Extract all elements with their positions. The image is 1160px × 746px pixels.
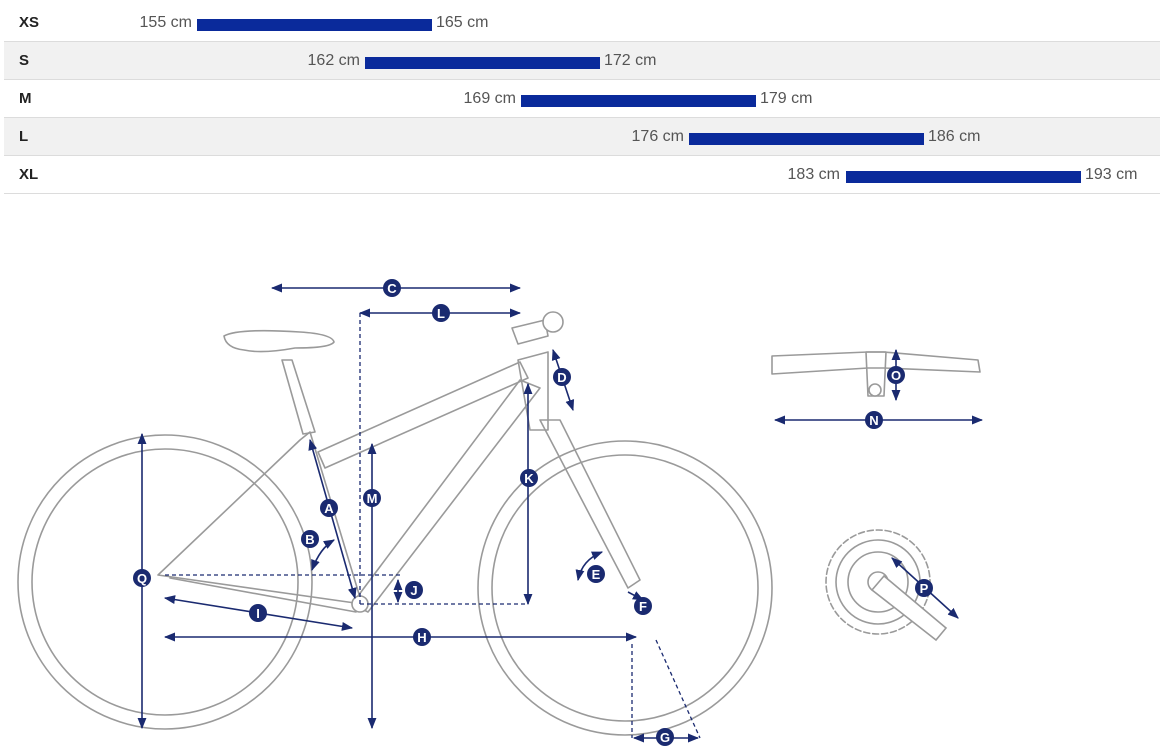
badge-c: C xyxy=(383,279,401,297)
height-range-bar xyxy=(846,171,1081,183)
height-max: 193 cm xyxy=(1085,166,1138,183)
height-min: 155 cm xyxy=(139,14,192,31)
size-label: L xyxy=(19,128,29,145)
height-range-bar xyxy=(521,95,756,107)
height-min: 176 cm xyxy=(631,128,684,145)
svg-text:G: G xyxy=(660,730,670,745)
handlebar xyxy=(771,351,981,375)
badge-h: H xyxy=(413,628,431,646)
height-min: 169 cm xyxy=(463,90,516,107)
front-wheel-rim xyxy=(491,454,759,722)
size-label: XS xyxy=(19,14,40,31)
size-row-xs: XS 155 cm 165 cm xyxy=(4,4,1160,42)
size-row-m: M 169 cm 179 cm xyxy=(4,80,1160,118)
bike-illustration xyxy=(17,311,773,736)
badge-l: L xyxy=(432,304,450,322)
size-label: M xyxy=(19,90,32,107)
height-max: 186 cm xyxy=(928,128,981,145)
size-label: XL xyxy=(19,166,39,183)
badge-o: O xyxy=(887,366,905,384)
svg-text:B: B xyxy=(305,532,314,547)
height-range-bar xyxy=(197,19,432,31)
handlebar-detail xyxy=(771,348,984,425)
rear-wheel-rim xyxy=(31,448,299,716)
svg-text:O: O xyxy=(891,368,901,383)
svg-text:J: J xyxy=(410,583,417,598)
head-tube xyxy=(517,351,549,431)
svg-text:Q: Q xyxy=(137,571,147,586)
height-max: 179 cm xyxy=(760,90,813,107)
svg-text:H: H xyxy=(417,630,426,645)
svg-text:E: E xyxy=(592,567,601,582)
height-max: 172 cm xyxy=(604,52,657,69)
badge-m: M xyxy=(363,489,381,507)
svg-text:F: F xyxy=(639,599,647,614)
svg-text:P: P xyxy=(920,581,929,596)
svg-text:L: L xyxy=(437,306,445,321)
height-min: 162 cm xyxy=(307,52,360,69)
head-angle-arc xyxy=(575,551,604,582)
svg-text:M: M xyxy=(367,491,378,506)
size-row-s: S 162 cm 172 cm xyxy=(4,42,1160,80)
badge-q: Q xyxy=(133,569,151,587)
badge-p: P xyxy=(915,579,933,597)
badge-a: A xyxy=(320,499,338,517)
seat-post xyxy=(281,359,316,435)
badge-j: J xyxy=(405,581,423,599)
seat-angle-arc xyxy=(311,539,335,572)
badge-e: E xyxy=(587,565,605,583)
svg-text:I: I xyxy=(256,606,260,621)
handlebar-stem xyxy=(865,351,887,397)
height-max: 165 cm xyxy=(436,14,489,31)
badge-k: K xyxy=(520,469,538,487)
badge-g: G xyxy=(656,728,674,746)
top-tube xyxy=(317,361,529,469)
size-chart: XS 155 cm 165 cm S 162 cm 172 cm M 169 c… xyxy=(4,4,1160,194)
size-row-l: L 176 cm 186 cm xyxy=(4,118,1160,156)
saddle xyxy=(223,329,335,353)
height-range-bar xyxy=(689,133,924,145)
trail-guide-right xyxy=(655,639,701,739)
svg-text:D: D xyxy=(557,370,566,385)
badge-b: B xyxy=(301,530,319,548)
height-range-bar xyxy=(365,57,600,69)
crankset-detail xyxy=(825,529,959,642)
badge-i: I xyxy=(249,604,267,622)
stem-bolt xyxy=(868,383,882,397)
fork xyxy=(539,419,641,589)
front-wheel-tire xyxy=(477,440,773,736)
rear-triangle xyxy=(157,431,363,605)
height-min: 183 cm xyxy=(787,166,840,183)
svg-text:K: K xyxy=(524,471,534,486)
size-label: S xyxy=(19,52,30,69)
badge-d: D xyxy=(553,368,571,386)
badge-n: N xyxy=(865,411,883,429)
stem xyxy=(511,319,549,345)
rear-wheel-tire xyxy=(17,434,313,730)
handlebar-end xyxy=(542,311,564,333)
seat-tube-line xyxy=(308,438,357,600)
svg-text:N: N xyxy=(869,413,878,428)
badge-f: F xyxy=(634,597,652,615)
svg-text:C: C xyxy=(387,281,397,296)
size-row-xl: XL 183 cm 193 cm xyxy=(4,156,1160,194)
crank-arm xyxy=(870,574,948,642)
svg-text:A: A xyxy=(324,501,334,516)
